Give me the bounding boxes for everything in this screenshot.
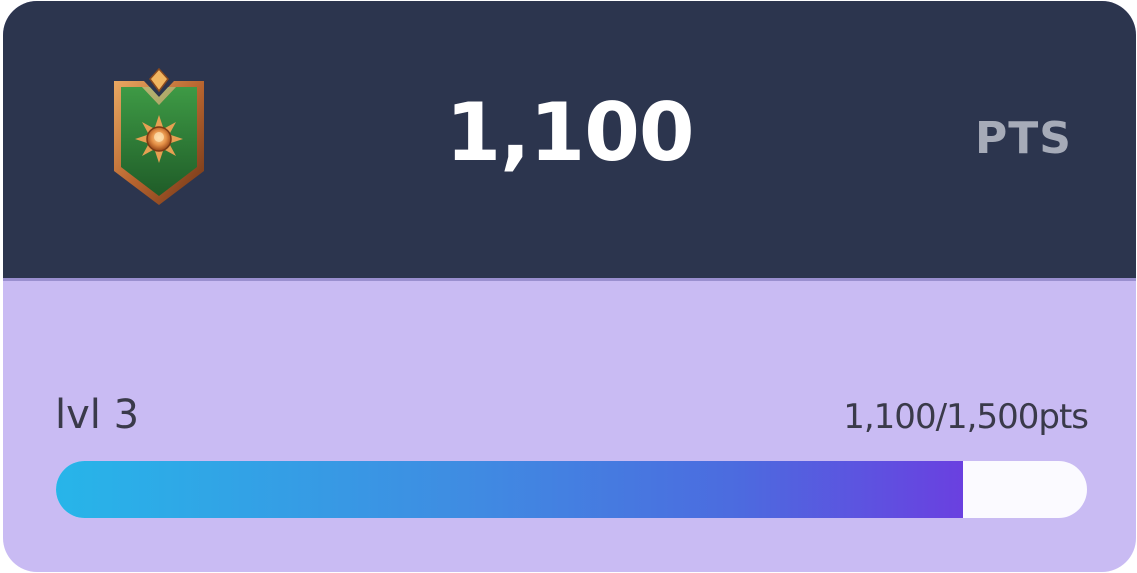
level-progress-bar (56, 461, 1087, 518)
level-label: lvl 3 (55, 392, 140, 438)
points-value: 1,100 (445, 86, 694, 179)
points-card: 1,100 PTS lvl 3 1,100/1,500pts (3, 1, 1136, 572)
points-unit-label: PTS (975, 113, 1072, 164)
level-progress-text: 1,100/1,500pts (843, 397, 1089, 437)
rank-shield-icon (114, 67, 204, 205)
points-header: 1,100 PTS (3, 1, 1136, 281)
level-progress-fill (56, 461, 964, 518)
